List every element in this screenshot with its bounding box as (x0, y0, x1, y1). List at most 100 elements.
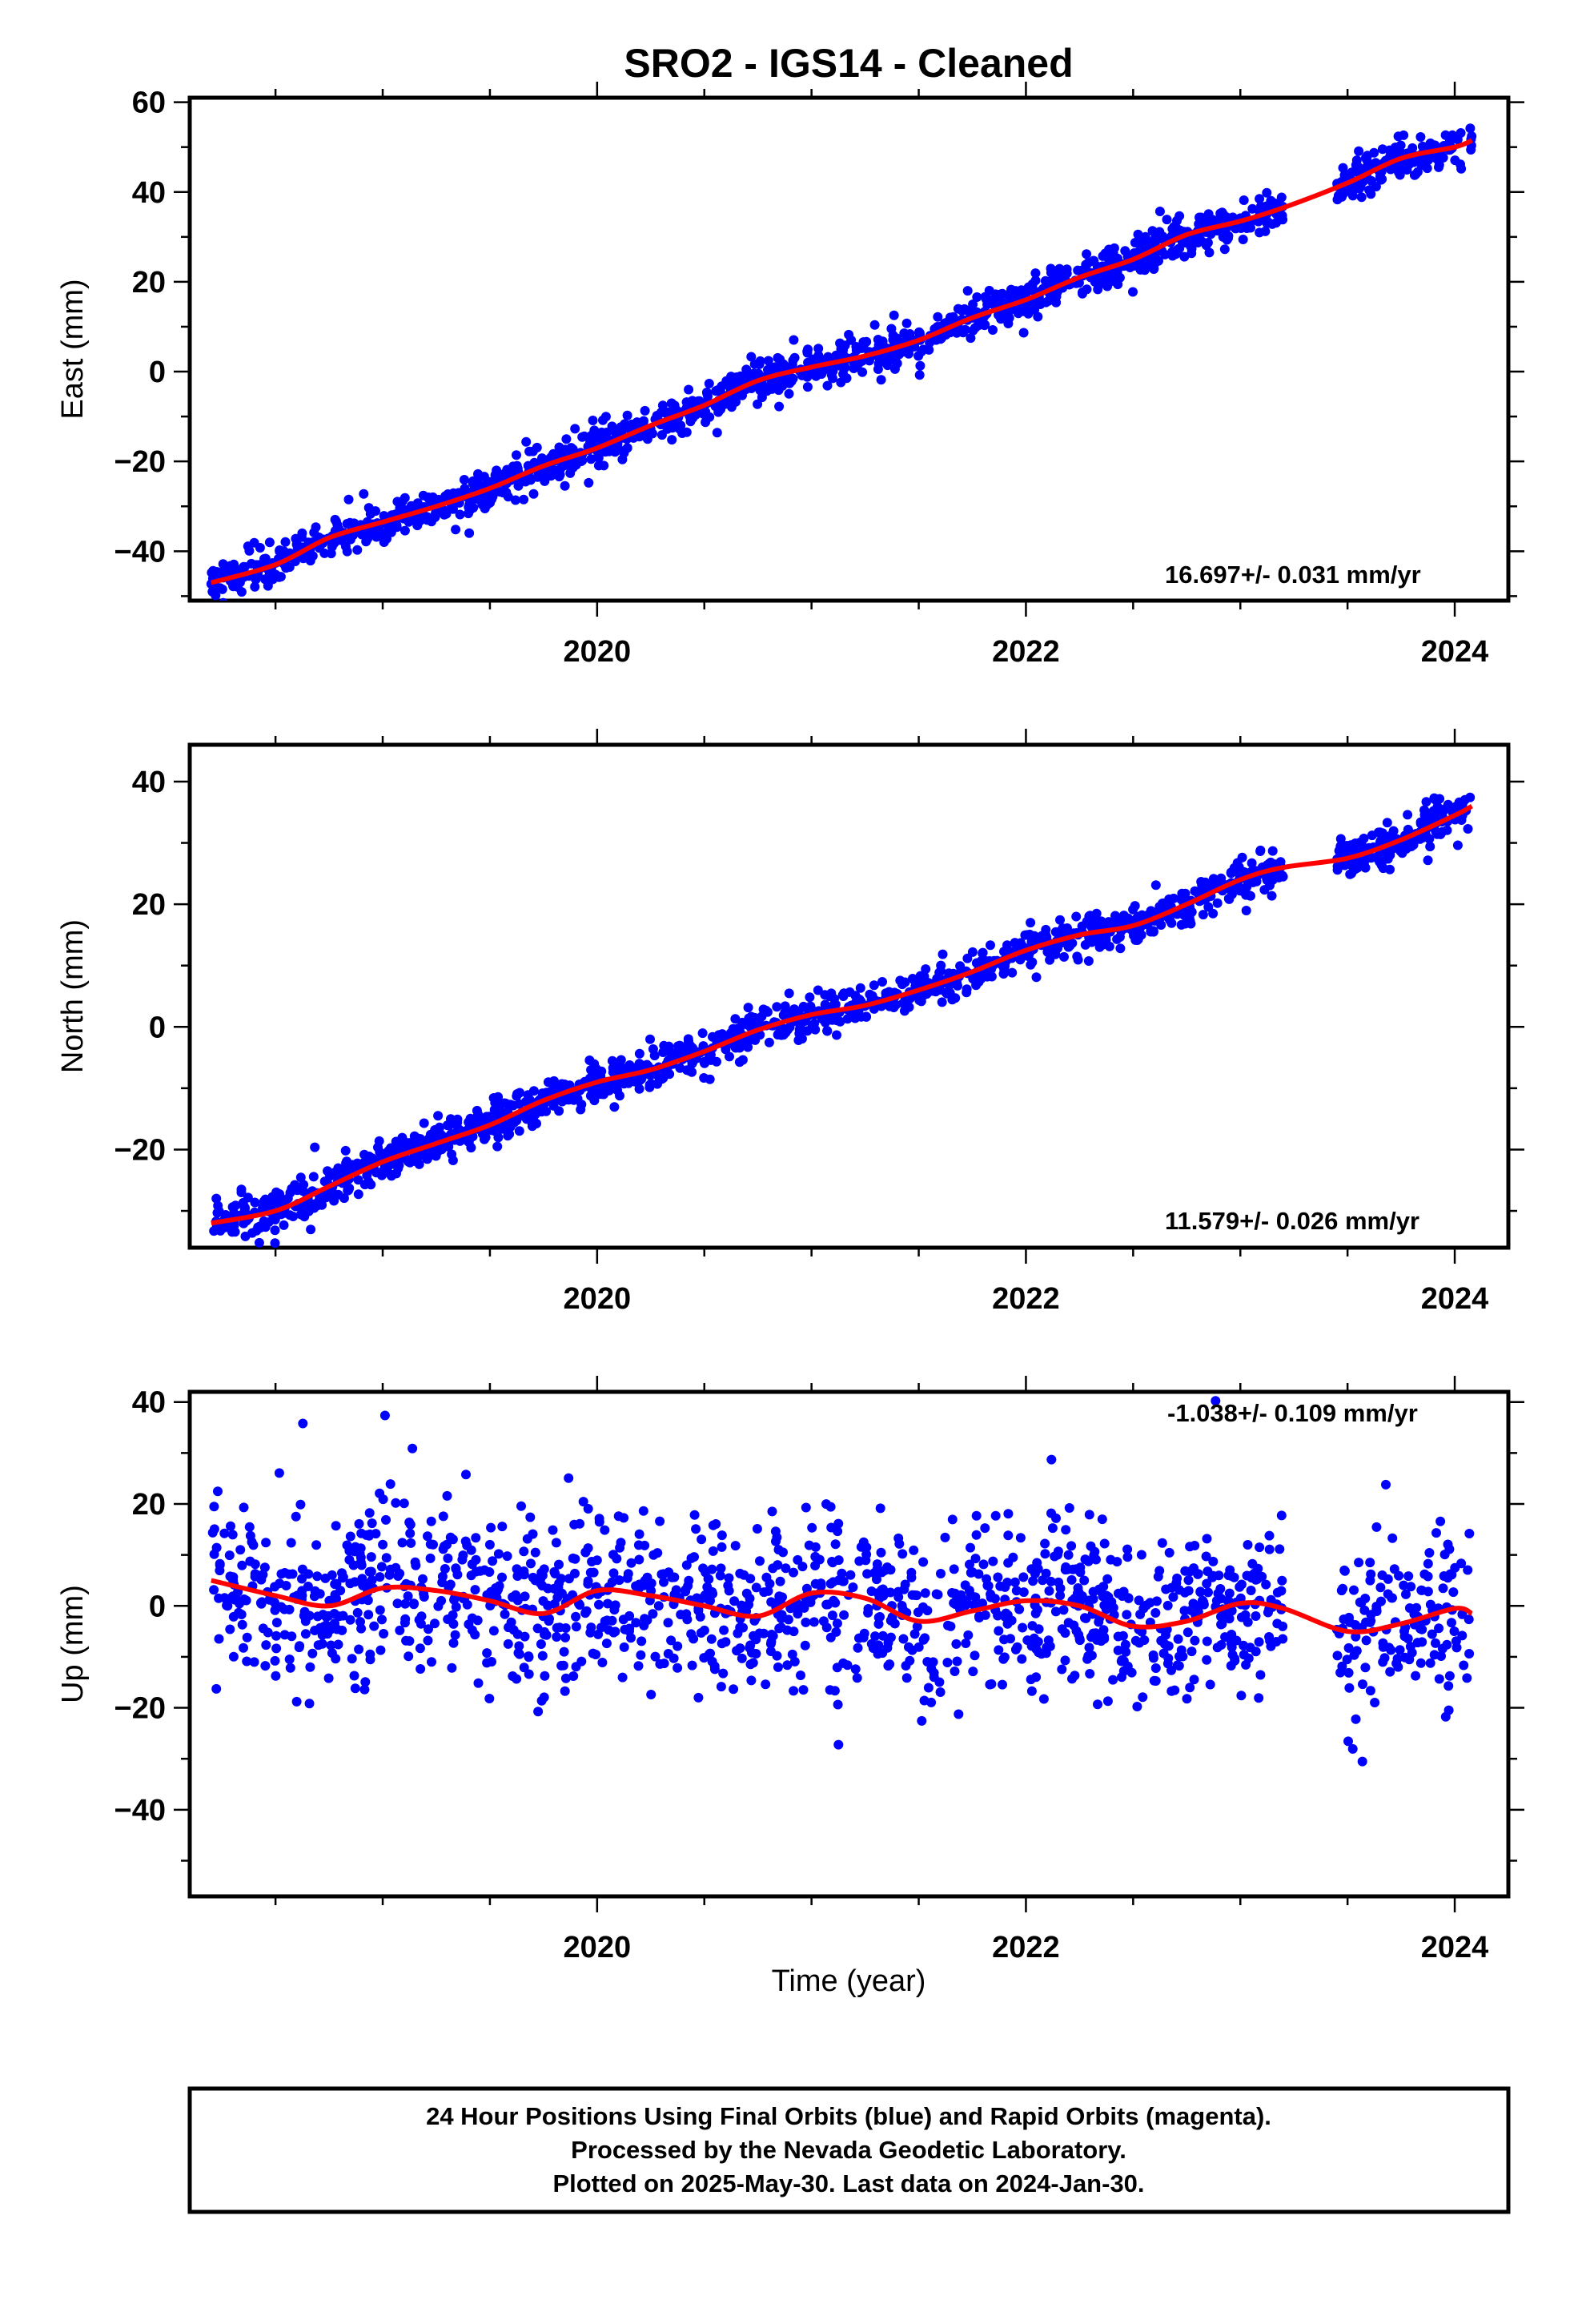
data-point (1255, 194, 1265, 204)
data-point (1399, 1580, 1409, 1590)
data-point (369, 1621, 379, 1631)
data-point (270, 1238, 280, 1248)
data-point (784, 988, 794, 999)
data-point (519, 1566, 529, 1576)
data-point (488, 1626, 499, 1636)
data-point (1102, 1696, 1113, 1707)
data-point (484, 1567, 495, 1577)
data-point (1395, 1645, 1405, 1655)
data-point (949, 1564, 959, 1574)
data-point (377, 1614, 387, 1625)
data-point (1193, 887, 1203, 897)
data-point (280, 537, 291, 547)
y-tick-label: −40 (114, 1794, 166, 1827)
x-tick-label: 2022 (992, 1931, 1060, 1964)
data-point (659, 1577, 669, 1587)
data-point (410, 1135, 420, 1145)
data-point (821, 1499, 831, 1510)
data-point (234, 1607, 244, 1618)
data-point (419, 1118, 429, 1128)
data-point (869, 320, 880, 330)
data-point (837, 1576, 848, 1586)
data-point (285, 1663, 295, 1673)
data-point (558, 1660, 568, 1671)
data-point (1042, 932, 1052, 943)
data-point (1017, 1654, 1027, 1664)
data-point (888, 330, 898, 340)
data-point (374, 1136, 384, 1146)
data-point (1059, 951, 1069, 962)
data-point (671, 1585, 681, 1595)
data-point (1432, 802, 1443, 812)
data-point (288, 1212, 299, 1221)
data-point (613, 1511, 624, 1522)
data-point (271, 1618, 282, 1628)
data-point (1463, 1565, 1473, 1575)
data-point (1120, 1639, 1130, 1650)
data-point (1148, 1653, 1158, 1663)
data-point (1185, 1683, 1195, 1693)
data-point (1392, 1654, 1403, 1664)
data-point (889, 1618, 900, 1629)
data-point (408, 1443, 418, 1454)
data-point (560, 1632, 571, 1642)
data-point (822, 380, 833, 391)
data-point (658, 1569, 669, 1579)
data-point (297, 1590, 307, 1601)
data-point (1152, 1596, 1162, 1606)
data-point (810, 1024, 821, 1035)
data-point (609, 1605, 620, 1615)
data-point (576, 1100, 587, 1110)
data-point (455, 509, 465, 520)
data-point (255, 543, 265, 553)
data-point (980, 1523, 990, 1534)
data-point (772, 1002, 782, 1012)
data-point (425, 1553, 436, 1563)
data-point (1347, 1743, 1358, 1754)
data-point (473, 1678, 484, 1688)
data-point (716, 1682, 726, 1692)
data-point (1102, 281, 1113, 292)
data-point (503, 1638, 513, 1649)
data-point (214, 1634, 224, 1644)
data-point (965, 1559, 974, 1570)
data-point (1275, 1544, 1285, 1554)
y-tick-label: 0 (149, 356, 166, 389)
data-point (1393, 1662, 1403, 1672)
data-point (863, 1607, 873, 1618)
data-point (536, 1105, 547, 1116)
data-point (397, 1538, 408, 1548)
data-point (926, 1663, 937, 1674)
data-point (1122, 1544, 1133, 1554)
data-point (704, 379, 714, 388)
data-point (1043, 947, 1054, 957)
data-point (404, 1651, 414, 1662)
data-point (1360, 854, 1371, 865)
data-point (596, 427, 607, 437)
data-point (258, 1202, 268, 1212)
data-point (773, 1662, 783, 1672)
data-point (1467, 131, 1477, 142)
data-point (1054, 1577, 1064, 1587)
data-point (1018, 1622, 1028, 1633)
data-point (440, 1541, 449, 1551)
data-point (1113, 1645, 1123, 1655)
data-point (1239, 1640, 1249, 1651)
data-point (215, 583, 225, 593)
data-point (1237, 852, 1247, 862)
data-point (1349, 1585, 1359, 1595)
data-point (1442, 825, 1452, 835)
data-point (570, 424, 580, 434)
data-point (1179, 251, 1190, 262)
data-point (353, 1189, 363, 1200)
data-point (848, 1582, 858, 1592)
data-point (408, 1599, 419, 1610)
data-point (235, 1598, 245, 1609)
data-point (1272, 1618, 1283, 1629)
data-point (224, 1550, 235, 1561)
data-point (209, 1585, 219, 1595)
data-point (767, 1506, 777, 1517)
data-point (877, 1630, 888, 1641)
data-point (634, 1084, 644, 1094)
